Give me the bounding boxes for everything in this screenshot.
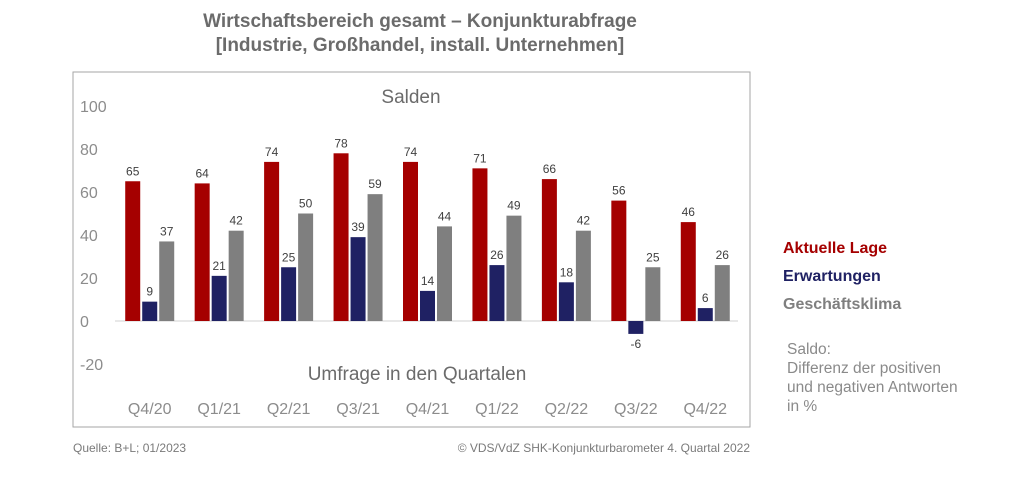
x-tick-label: Q2/22: [545, 401, 589, 418]
data-label: 50: [299, 197, 313, 211]
bar-gesch-ftsklima-Q2-21: [298, 213, 314, 321]
data-label: 42: [229, 214, 243, 228]
chart-subtitle: Salden: [381, 87, 440, 108]
saldo-note-line: und negativen Antworten: [787, 379, 958, 396]
data-label: 21: [212, 259, 226, 273]
data-label: 78: [334, 136, 348, 150]
bar-gesch-ftsklima-Q2-22: [575, 230, 591, 321]
data-label: 26: [716, 248, 730, 262]
bar-gesch-ftsklima-Q3-21: [367, 194, 383, 321]
legend-item-erwartungen: Erwartungen: [783, 268, 881, 285]
data-label: 44: [438, 209, 452, 223]
data-label: 59: [368, 177, 382, 191]
y-tick-label: 60: [80, 185, 98, 202]
data-label: 71: [473, 151, 487, 165]
bar-gesch-ftsklima-Q4-22: [714, 265, 730, 321]
x-tick-label: Q2/21: [267, 401, 311, 418]
x-tick-label: Q1/22: [475, 401, 519, 418]
y-tick-label: 20: [80, 271, 98, 288]
bar-aktuelle-lage-Q4-20: [125, 181, 141, 321]
bar-aktuelle-lage-Q3-22: [611, 200, 627, 321]
data-label: 39: [351, 220, 365, 234]
chart-title: Wirtschaftsbereich gesamt – Konjunkturab…: [140, 10, 700, 58]
data-label: 74: [265, 145, 279, 159]
legend-item-aktuelle-lage: Aktuelle Lage: [783, 240, 888, 257]
saldo-note: Saldo: Differenz der positiven und negat…: [787, 340, 958, 416]
bar-erwartungen-Q2-22: [558, 282, 574, 321]
y-tick-label: 100: [80, 99, 107, 116]
data-label: 14: [421, 274, 435, 288]
data-label: 74: [404, 145, 418, 159]
saldo-note-line: Differenz der positiven: [787, 360, 941, 377]
y-tick-label: 0: [80, 314, 89, 331]
bar-aktuelle-lage-Q1-21: [194, 183, 210, 321]
bar-aktuelle-lage-Q1-22: [472, 168, 488, 321]
x-tick-label: Q4/21: [406, 401, 450, 418]
data-label: 66: [543, 162, 557, 176]
bar-gesch-ftsklima-Q1-22: [506, 215, 522, 321]
bar-erwartungen-Q4-20: [142, 301, 158, 321]
data-label: 42: [577, 214, 591, 228]
bar-gesch-ftsklima-Q4-20: [159, 241, 175, 321]
copyright-note: © VDS/VdZ SHK-Konjunkturbarometer 4. Qua…: [457, 441, 750, 455]
data-label: 56: [612, 184, 626, 198]
bar-gesch-ftsklima-Q1-21: [228, 230, 244, 321]
x-tick-label: Q1/21: [197, 401, 241, 418]
data-label: 25: [646, 250, 660, 264]
x-tick-label: Q3/22: [614, 401, 658, 418]
bar-erwartungen-Q4-21: [420, 290, 435, 321]
data-label: 6: [702, 291, 709, 305]
y-tick-label: 80: [80, 142, 98, 159]
bar-gesch-ftsklima-Q3-22: [645, 267, 661, 321]
data-label: 37: [160, 224, 174, 238]
saldo-note-line: Saldo:: [787, 341, 831, 358]
bar-aktuelle-lage-Q2-21: [264, 161, 280, 321]
data-label: 9: [146, 285, 153, 299]
source-note: Quelle: B+L; 01/2023: [73, 441, 187, 455]
saldo-note-line: in %: [787, 398, 818, 415]
bar-erwartungen-Q1-22: [489, 265, 505, 321]
bar-aktuelle-lage-Q4-21: [403, 161, 418, 321]
y-tick-label: 40: [80, 228, 98, 245]
data-label: 64: [195, 166, 209, 180]
data-label: 18: [560, 265, 574, 279]
x-tick-label: Q3/21: [336, 401, 380, 418]
bar-aktuelle-lage-Q2-22: [541, 179, 557, 321]
bar-erwartungen-Q2-21: [281, 267, 297, 321]
chart-title-line-2: [Industrie, Großhandel, install. Unterne…: [215, 35, 625, 56]
x-tick-label: Q4/22: [683, 401, 727, 418]
y-tick-label: -20: [80, 357, 103, 374]
bar-aktuelle-lage-Q3-21: [333, 153, 349, 321]
bar-erwartungen-Q1-21: [211, 275, 227, 321]
data-label: 26: [490, 248, 504, 262]
data-label: 25: [282, 250, 296, 264]
x-tick-label: Q4/20: [128, 401, 172, 418]
bar-erwartungen-Q3-22: [628, 321, 644, 334]
x-axis-label: Umfrage in den Quartalen: [308, 364, 527, 385]
data-label: 65: [126, 164, 140, 178]
data-label: -6: [630, 337, 641, 351]
data-label: 46: [682, 205, 696, 219]
bar-aktuelle-lage-Q4-22: [680, 222, 696, 321]
data-label: 49: [507, 199, 521, 213]
chart-title-line-1: Wirtschaftsbereich gesamt – Konjunkturab…: [203, 11, 637, 32]
bar-erwartungen-Q3-21: [350, 237, 366, 321]
legend-item-geschaeftsklima: Geschäftsklima: [783, 296, 902, 313]
bar-erwartungen-Q4-22: [697, 308, 713, 321]
bar-gesch-ftsklima-Q4-21: [437, 226, 452, 321]
